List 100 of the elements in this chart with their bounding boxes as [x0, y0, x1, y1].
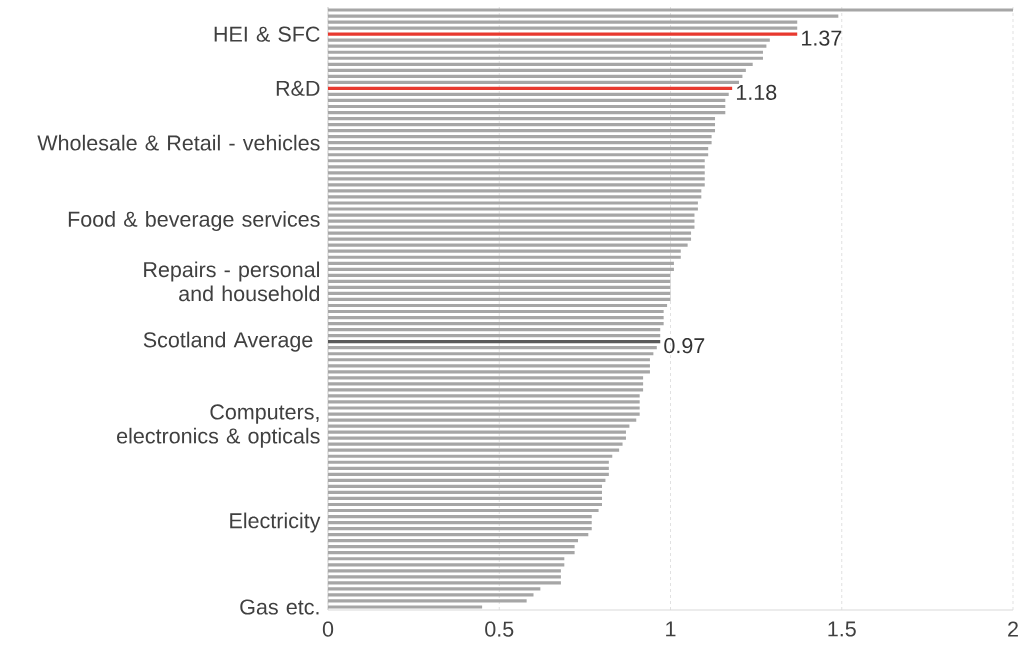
bar [328, 340, 661, 344]
bar [328, 86, 733, 91]
bar [328, 533, 589, 537]
bar [328, 466, 609, 470]
data-label: 0.97 [664, 338, 705, 354]
bar [328, 219, 695, 223]
y-tick-label: Computers, electronics & opticals [117, 404, 320, 448]
bar [328, 297, 671, 302]
bar [328, 321, 664, 326]
bar [328, 508, 599, 513]
bar [328, 569, 561, 573]
bar [328, 267, 674, 271]
x-tick-label: 0.5 [485, 621, 514, 637]
bar [328, 448, 620, 452]
bar [328, 496, 602, 501]
bar [328, 539, 579, 543]
bar [328, 213, 695, 217]
bar [328, 460, 609, 464]
bar [328, 472, 609, 476]
bar [328, 412, 640, 416]
bar [328, 388, 644, 392]
x-tick-label: 0 [322, 621, 334, 637]
y-tick-label: Wholesale & Retail - vehicles [37, 134, 320, 151]
bar [328, 430, 626, 434]
bar [328, 231, 692, 235]
bar [328, 581, 561, 585]
y-tick-label: HEI & SFC [214, 26, 320, 42]
data-label: 1.37 [802, 30, 842, 46]
bar [328, 98, 726, 103]
bar [328, 135, 712, 139]
bar [328, 255, 681, 259]
bar [328, 68, 746, 72]
y-tick-label: Electricity [230, 512, 321, 533]
bar [328, 376, 644, 380]
bar [328, 514, 592, 519]
bar [328, 557, 565, 561]
bar [328, 273, 671, 277]
bar [328, 110, 726, 115]
bar [328, 334, 661, 338]
bar [328, 147, 709, 151]
bar [328, 122, 716, 127]
bar [328, 599, 527, 603]
bar [328, 436, 626, 440]
bar [328, 454, 613, 458]
bar [328, 261, 674, 265]
bar [328, 400, 640, 404]
bar [328, 291, 671, 296]
bar [328, 32, 798, 36]
bar [328, 484, 602, 488]
y-tick-label: R&D [276, 80, 320, 96]
bar [328, 605, 483, 609]
bar [328, 394, 640, 398]
bar [328, 207, 698, 211]
bar [328, 328, 661, 332]
bar [328, 159, 705, 163]
bar [328, 56, 763, 60]
bar [328, 20, 798, 24]
bar [328, 14, 839, 18]
bar [328, 520, 592, 525]
bar [328, 490, 602, 495]
x-tick-label: 1 [666, 621, 676, 637]
bar [328, 201, 698, 205]
bar [328, 80, 739, 84]
bar [328, 195, 702, 199]
y-tick-label: Gas etc. [240, 599, 319, 615]
x-tick-label: 2 [1008, 621, 1018, 637]
bar [328, 418, 637, 422]
bar [328, 587, 541, 591]
bar [328, 74, 743, 78]
bar [328, 129, 716, 133]
bar [328, 575, 561, 579]
bar [328, 116, 716, 121]
bar [328, 478, 606, 482]
bar [328, 593, 534, 597]
bar [328, 406, 640, 410]
bar [328, 50, 763, 54]
bar [328, 171, 705, 175]
bar [328, 153, 709, 157]
bar [328, 551, 575, 555]
bar [328, 545, 575, 549]
bar [328, 424, 630, 428]
bar [328, 104, 726, 109]
data-label: 1.18 [736, 84, 777, 101]
y-tick-label: Repairs - personal and household [144, 261, 320, 302]
bar [328, 309, 664, 314]
bar [328, 225, 695, 229]
bar [328, 315, 664, 320]
bar [328, 352, 654, 356]
bar [328, 26, 798, 30]
bar [328, 346, 657, 350]
bar [328, 8, 1014, 12]
y-tick-label: Food & beverage services [68, 211, 320, 232]
bar [328, 285, 671, 289]
bar [328, 92, 729, 97]
bar [328, 44, 767, 48]
bar [328, 141, 712, 145]
bar [328, 358, 650, 362]
bar [328, 279, 671, 283]
bar [328, 38, 770, 42]
bar [328, 364, 650, 368]
